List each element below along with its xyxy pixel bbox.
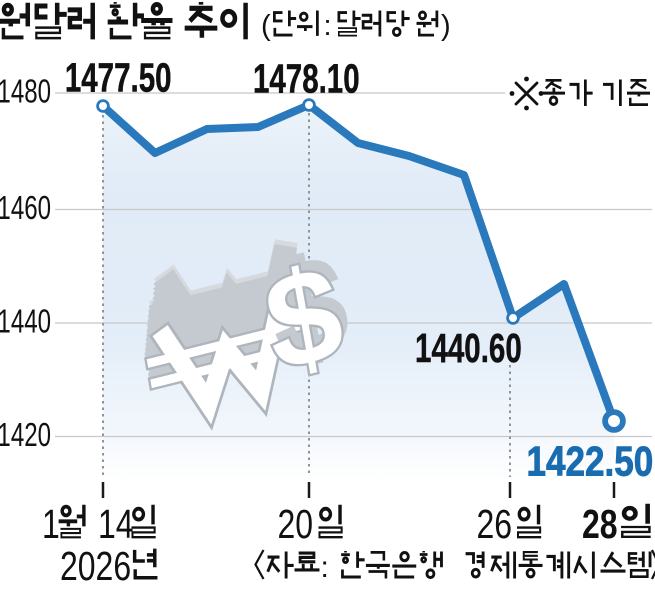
svg-text::: : [324,10,332,42]
svg-text:1480: 1480 [0,74,51,111]
svg-text:2026: 2026 [60,543,131,584]
svg-text:26: 26 [477,501,513,547]
svg-text:1478.10: 1478.10 [253,56,360,102]
svg-text:14: 14 [98,501,134,547]
svg-text:1420: 1420 [0,417,51,454]
svg-text:28: 28 [582,501,618,547]
svg-text:1440: 1440 [0,304,51,341]
svg-text:(: ( [261,10,271,42]
svg-text:20: 20 [278,501,314,547]
svg-text:1477.50: 1477.50 [65,55,172,101]
svg-text:1: 1 [42,501,60,547]
svg-text:): ) [441,10,451,42]
svg-text:1422.50: 1422.50 [527,439,654,486]
svg-text::: : [321,551,329,584]
svg-text:1460: 1460 [0,190,51,227]
svg-text:1440.60: 1440.60 [415,325,522,371]
